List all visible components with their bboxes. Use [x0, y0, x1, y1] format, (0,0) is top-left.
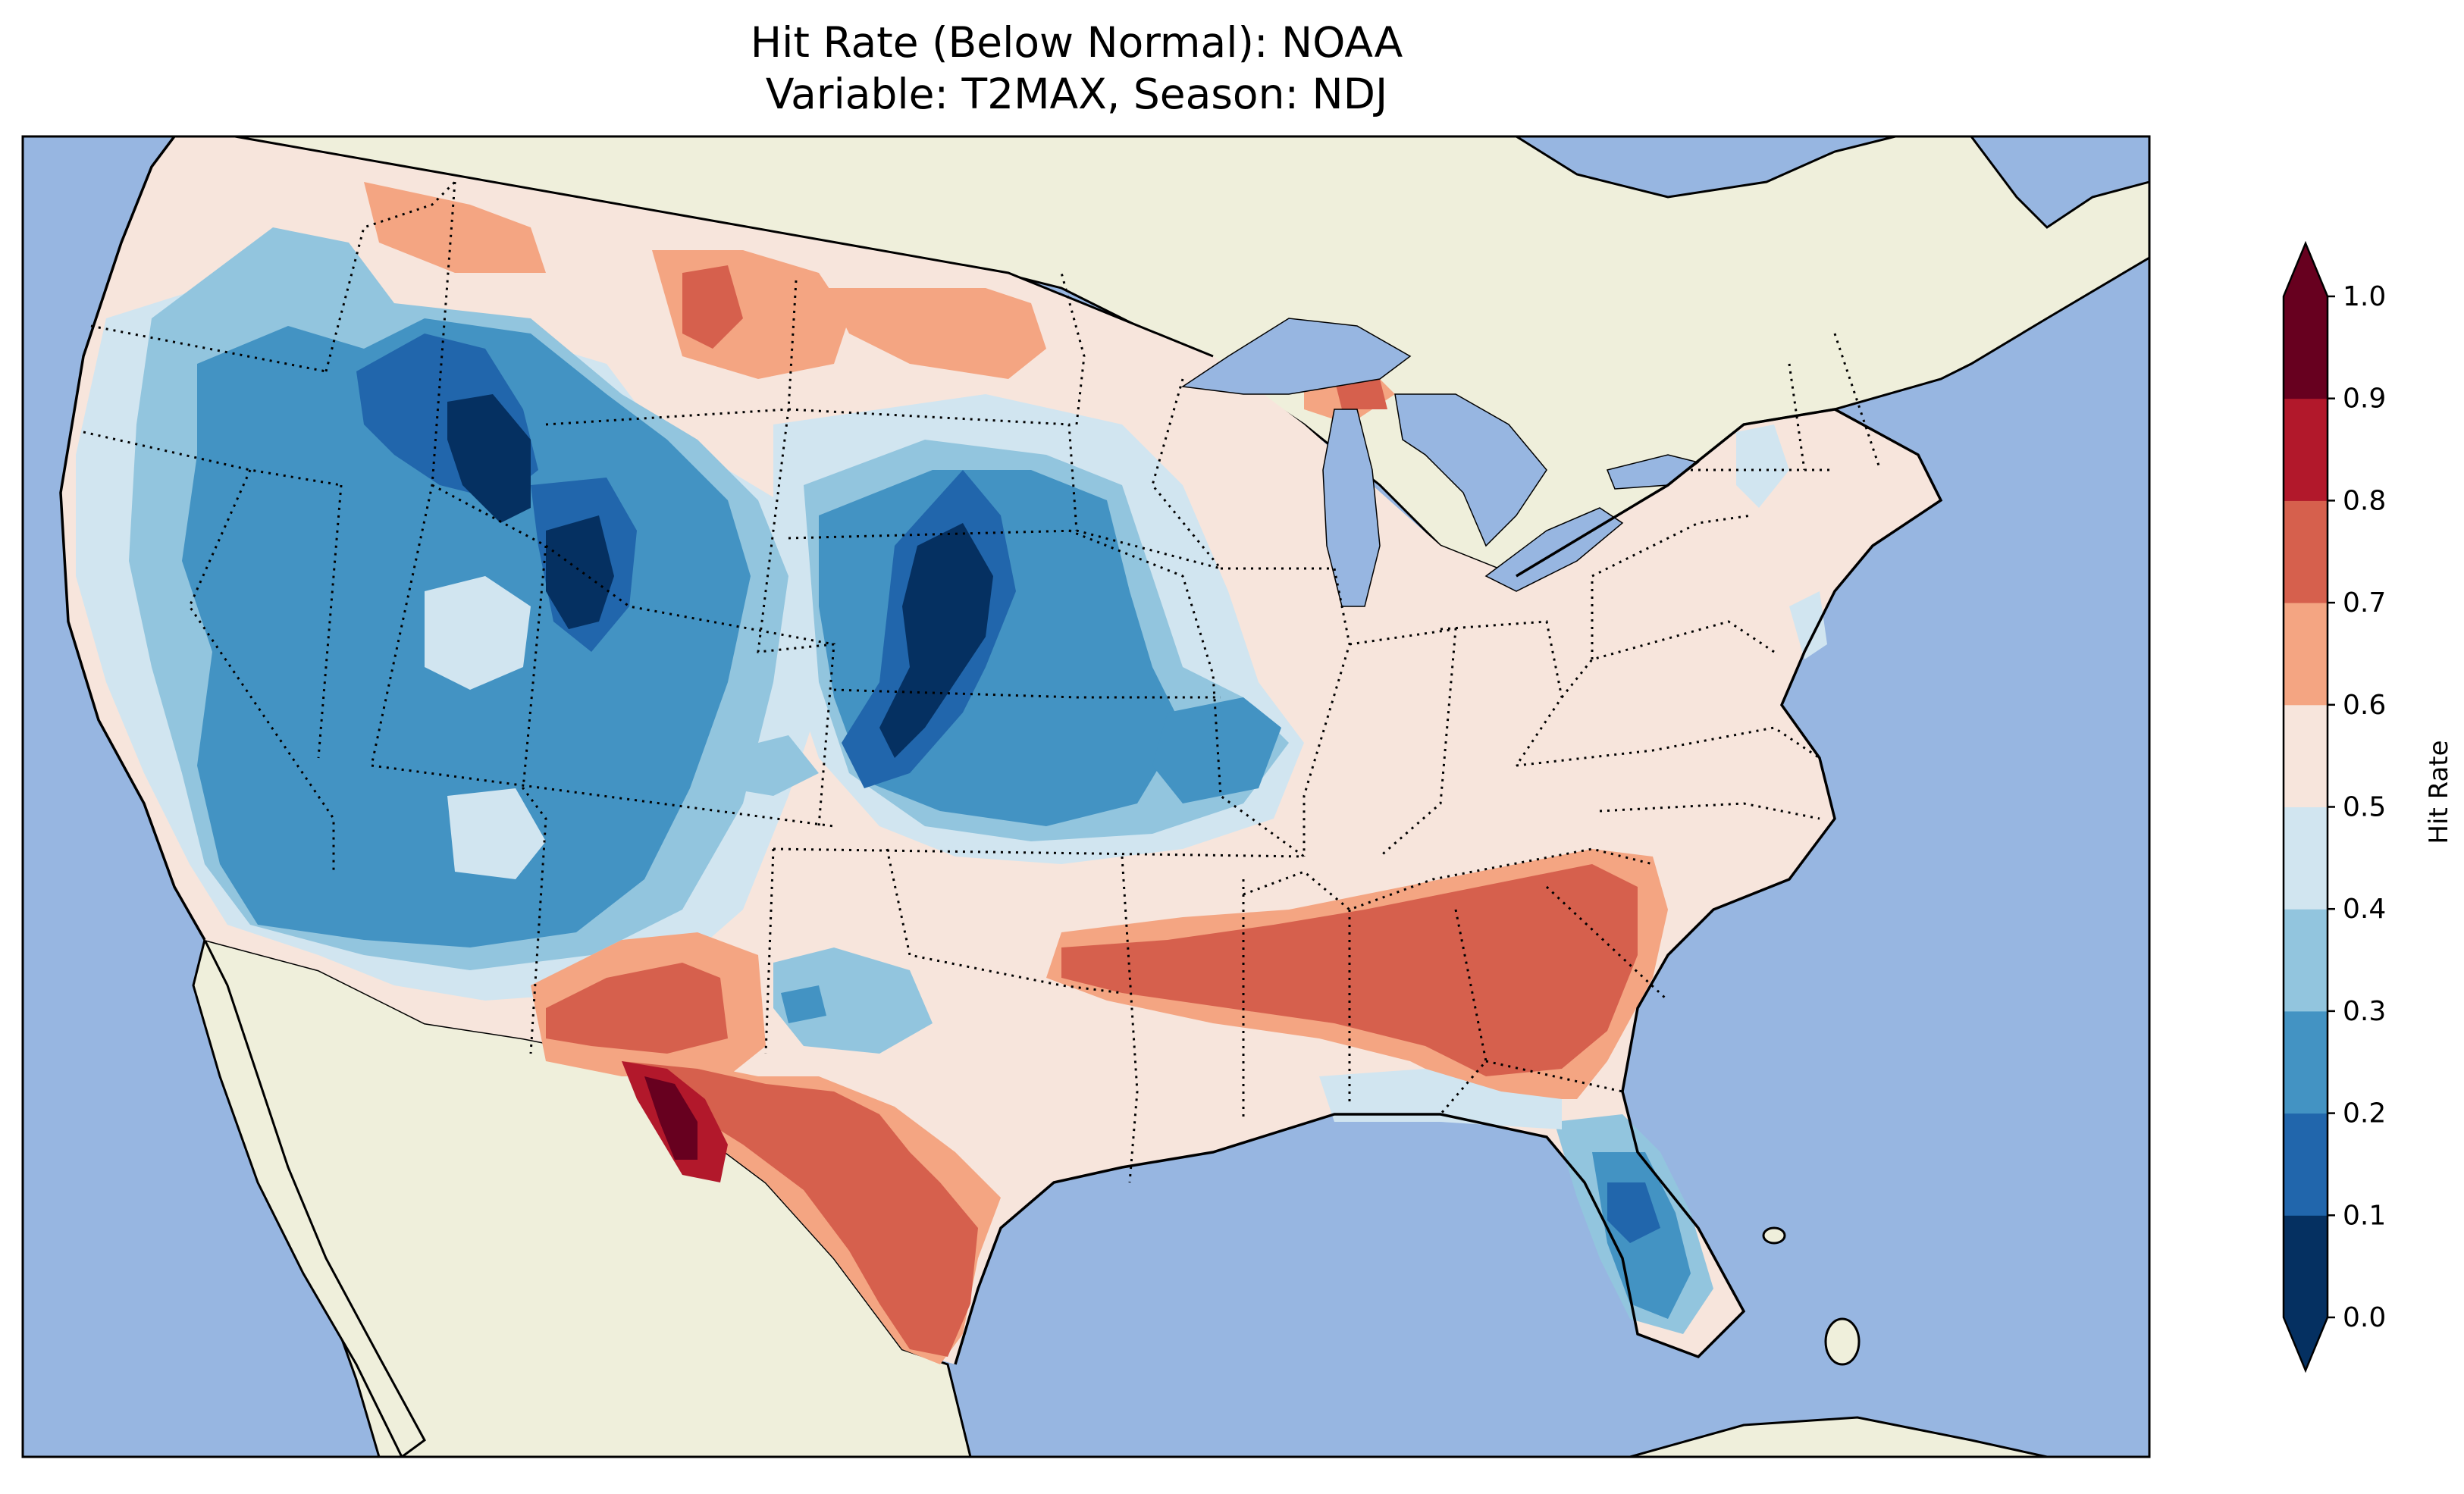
cuba-land: [1629, 1416, 2048, 1457]
colorbar-bin: [2284, 296, 2328, 399]
state-border: [1599, 802, 1820, 820]
island-land: [1824, 1317, 1861, 1366]
region-03-04: [773, 947, 933, 1054]
region-00-01: [546, 515, 614, 629]
colorbar-bin: [2284, 500, 2328, 603]
colorbar-bin: [2284, 398, 2328, 501]
us-coastline: [59, 136, 1943, 1365]
colorbar-tick-label: 0.4: [2343, 894, 2386, 925]
region-07-08: [1334, 379, 1387, 409]
state-border: [1833, 333, 1882, 471]
map-frame: [21, 135, 2151, 1458]
state-border: [317, 484, 343, 759]
colorbar-tick-label: 0.5: [2343, 792, 2386, 823]
colorbar-extend-min: [2284, 1317, 2328, 1370]
colorbar-tick-label: 0.7: [2343, 587, 2386, 619]
state-border: [1440, 620, 1563, 766]
region-02-03: [781, 985, 826, 1023]
region-07-08: [546, 963, 728, 1054]
colorbar-bin: [2284, 704, 2328, 807]
state-border: [431, 484, 547, 1054]
state-border: [757, 409, 835, 827]
region-02-03: [1152, 697, 1281, 803]
title-line-1: Hit Rate (Below Normal): NOAA: [750, 18, 1403, 67]
colorbar-bin: [2284, 807, 2328, 910]
colorbar-bin: [2284, 1113, 2328, 1216]
colorbar-label: Hit Rate: [2424, 740, 2454, 844]
region-00-01: [447, 394, 531, 523]
state-border: [1788, 363, 1806, 471]
state-border: [545, 408, 789, 426]
colorbar-extend-max: [2284, 243, 2328, 296]
hit-rate-field: [61, 136, 1941, 1364]
state-border: [886, 848, 1123, 994]
title-line-2: Variable: T2MAX, Season: NDJ: [765, 70, 1388, 118]
lake-michigan: [1322, 409, 1381, 607]
colorbar-tick-label: 0.9: [2343, 384, 2386, 415]
colorbar-tick-label: 0.0: [2343, 1302, 2386, 1333]
state-borders: [83, 180, 1882, 1183]
region-06-07: [364, 182, 546, 273]
canada-border: [234, 136, 1835, 578]
region-00-01: [879, 523, 993, 758]
colorbar-tick-label: 0.8: [2343, 485, 2386, 516]
colorbar-ticks: 0.0 0.1 0.2 0.3 0.4 0.5 0.6 0.7 0.8 0.9 1.0: [2328, 281, 2386, 1333]
state-border: [371, 764, 835, 828]
colorbar-bins: [2284, 296, 2328, 1318]
state-border: [1516, 726, 1820, 767]
region-03-04: [728, 735, 819, 796]
state-border: [773, 847, 1305, 858]
lake-erie: [1484, 507, 1624, 592]
state-border: [1151, 378, 1222, 569]
state-border: [833, 688, 1221, 699]
state-border: [788, 408, 1078, 531]
state-border: [1121, 856, 1139, 1183]
state-border: [1060, 272, 1086, 425]
state-border: [1243, 847, 1654, 911]
state-border: [188, 469, 335, 872]
state-border: [1591, 514, 1752, 659]
region-01-02: [1607, 1182, 1660, 1243]
state-border: [1485, 1060, 1623, 1093]
map-title: Hit Rate (Below Normal): NOAA Variable: …: [0, 17, 2153, 120]
colorbar-bin: [2284, 603, 2328, 706]
island-land: [1762, 1226, 1786, 1245]
great-lakes: [1180, 318, 1700, 607]
lake-superior: [1180, 318, 1412, 395]
region-04-05: [1736, 424, 1789, 508]
colorbar-tick-label: 0.6: [2343, 690, 2386, 721]
state-border: [1560, 620, 1775, 698]
baja-land: [192, 936, 426, 1457]
region-06-07: [826, 288, 1046, 379]
region-07-08: [682, 265, 743, 349]
state-border: [324, 180, 456, 372]
colorbar-tick-label: 0.3: [2343, 996, 2386, 1027]
lake-huron: [1394, 393, 1547, 547]
colorbar-tick-label: 1.0: [2343, 281, 2386, 312]
colorbar-bin: [2284, 1215, 2328, 1318]
colorbar-tick-label: 0.1: [2343, 1200, 2386, 1231]
state-border: [90, 324, 327, 373]
region-04-05: [1789, 591, 1827, 659]
region-09-10: [644, 1076, 698, 1160]
state-border: [1545, 885, 1669, 1002]
colorbar-tick-label: 0.2: [2343, 1098, 2386, 1129]
colorbar-bin: [2284, 909, 2328, 1012]
region-04-05: [447, 788, 546, 879]
colorbar-bin: [2284, 1010, 2328, 1114]
state-border: [787, 280, 798, 410]
state-border: [788, 529, 1221, 570]
region-07-08: [622, 1061, 978, 1357]
region-04-05: [425, 576, 531, 690]
state-border: [1349, 628, 1457, 858]
